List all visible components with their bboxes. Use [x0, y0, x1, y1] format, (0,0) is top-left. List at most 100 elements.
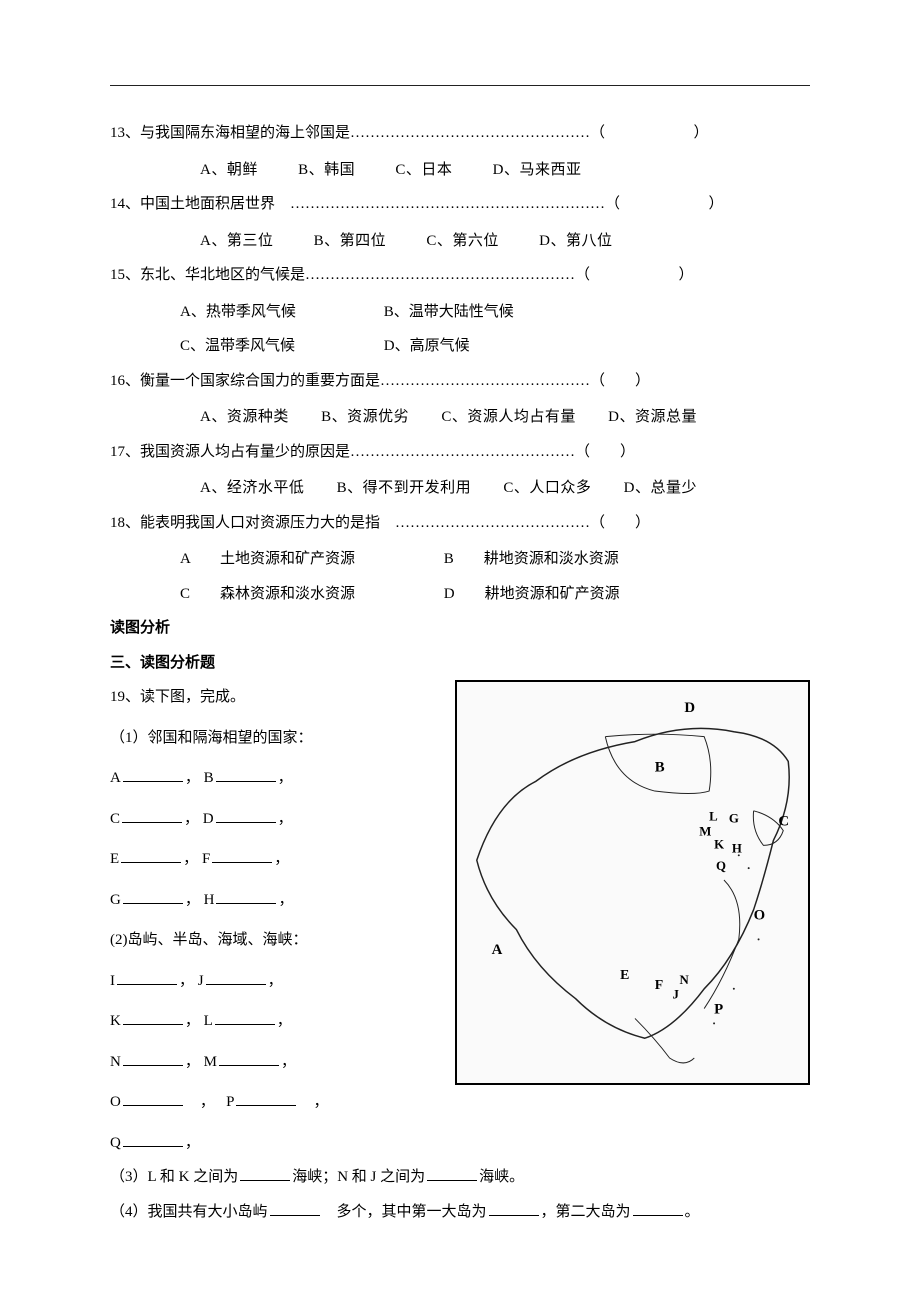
map-label-m: M — [699, 825, 711, 839]
blank-q — [123, 1129, 183, 1147]
q19-part4-c: ，第二大岛为 — [541, 1204, 631, 1220]
blank-m — [219, 1048, 279, 1066]
q17-opt-d: D、总量少 — [624, 471, 697, 506]
q17-opt-c: C、人口众多 — [503, 471, 591, 506]
q13-opt-c: C、日本 — [395, 153, 452, 188]
map-label-j: J — [673, 988, 680, 1002]
q19-line-ab: A， B， — [110, 761, 430, 796]
q19-part3-end: 海峡。 — [479, 1169, 524, 1185]
map-label-k: K — [714, 837, 724, 851]
q15-opt-d: D、高原气候 — [384, 329, 584, 364]
map-label-l: L — [709, 810, 718, 824]
comma: ， — [185, 1054, 200, 1070]
q15-options-row2: C、温带季风气候 D、高原气候 — [110, 329, 810, 364]
q19-line-op: O ， P ， — [110, 1085, 430, 1120]
q16-opt-a: A、资源种类 — [200, 400, 289, 435]
q15-paren: ） — [679, 267, 694, 283]
q19-part3-mid: 海峡；N 和 J 之间为 — [292, 1169, 425, 1185]
map-outline — [477, 728, 789, 1038]
label-a: A — [110, 770, 121, 786]
q19-part1-label: （1）邻国和隔海相望的国家： — [110, 721, 430, 756]
q18-stem: 18、能表明我国人口对资源压力大的是指 …………………………………（ ） — [110, 506, 810, 541]
q14-opt-b: B、第四位 — [314, 224, 387, 259]
q15-stem: 15、东北、华北地区的气候是………………………………………………（ ） — [110, 258, 810, 293]
q17-options: A、经济水平低 B、得不到开发利用 C、人口众多 D、总量少 — [110, 471, 810, 506]
comma: ， — [185, 1135, 200, 1151]
q19-part4-b: 多个，其中第一大岛为 — [322, 1204, 487, 1220]
map-label-f: F — [655, 977, 663, 992]
label-h: H — [204, 892, 215, 908]
comma: ， — [278, 892, 293, 908]
map-label-b: B — [655, 759, 665, 775]
blank-o — [123, 1089, 183, 1107]
comma: ， — [185, 770, 200, 786]
blank-n — [123, 1048, 183, 1066]
q14-paren: ） — [709, 196, 724, 212]
blank-f — [212, 846, 272, 864]
blank-h — [216, 886, 276, 904]
q19-part4: （4）我国共有大小岛屿 多个，其中第一大岛为 ，第二大岛为 。 — [110, 1195, 810, 1230]
q18-options-row1: A 土地资源和矿产资源 B 耕地资源和淡水资源 — [110, 542, 810, 577]
document-page: 13、与我国隔东海相望的海上邻国是…………………………………………（ ） A、朝… — [0, 0, 920, 1302]
q15-stem-text: 15、东北、华北地区的气候是………………………………………………（ — [110, 267, 590, 283]
q18-options-row2: C 森林资源和淡水资源 D 耕地资源和矿产资源 — [110, 577, 810, 612]
blank-island2 — [633, 1198, 683, 1216]
q15-paren-end — [594, 267, 675, 283]
q19-intro: 19、读下图，完成。 — [110, 680, 430, 715]
q17-opt-b: B、得不到开发利用 — [337, 471, 472, 506]
q19-part4-end: 。 — [685, 1204, 700, 1220]
comma: ， — [268, 973, 283, 989]
q19-part4-a: （4）我国共有大小岛屿 — [110, 1204, 268, 1220]
q17-stem: 17、我国资源人均占有量少的原因是………………………………………（ ） — [110, 435, 810, 470]
label-p: P — [226, 1094, 234, 1110]
q14-paren-end — [624, 196, 705, 212]
q19-line-cd: C， D， — [110, 802, 430, 837]
label-o: O — [110, 1094, 121, 1110]
label-i: I — [110, 973, 115, 989]
comma: ， — [183, 851, 198, 867]
q14-stem: 14、中国土地面积居世界 ………………………………………………………（ ） — [110, 187, 810, 222]
q19-line-ij: I， J， — [110, 964, 430, 999]
q15-opt-c: C、温带季风气候 — [180, 329, 380, 364]
blank-islands-count — [270, 1198, 320, 1216]
blank-g — [123, 886, 183, 904]
label-e: E — [110, 851, 119, 867]
label-n: N — [110, 1054, 121, 1070]
comma: ， — [278, 811, 293, 827]
q13-stem-text: 13、与我国隔东海相望的海上邻国是…………………………………………（ — [110, 125, 605, 141]
q19-line-gh: G， H， — [110, 883, 430, 918]
blank-i — [117, 967, 177, 985]
read-map-header: 读图分析 — [110, 611, 810, 646]
comma: ， — [184, 811, 199, 827]
q13-paren: ） — [694, 125, 709, 141]
label-j: J — [198, 973, 204, 989]
comma: ， — [274, 851, 289, 867]
map-label-e: E — [620, 967, 629, 982]
comma: ， — [185, 892, 200, 908]
blank-a — [123, 765, 183, 783]
label-c: C — [110, 811, 120, 827]
q16-opt-d: D、资源总量 — [608, 400, 697, 435]
q15-opt-b: B、温带大陆性气候 — [384, 295, 584, 330]
comma: ， — [179, 973, 194, 989]
q14-options: A、第三位 B、第四位 C、第六位 D、第八位 — [110, 224, 810, 259]
label-l: L — [204, 1013, 213, 1029]
q14-opt-d: D、第八位 — [539, 224, 612, 259]
q16-stem: 16、衡量一个国家综合国力的重要方面是……………………………………（ ） — [110, 364, 810, 399]
blank-c — [122, 805, 182, 823]
label-q: Q — [110, 1135, 121, 1151]
blank-lk — [240, 1164, 290, 1182]
blank-j — [206, 967, 266, 985]
blank-island1 — [489, 1198, 539, 1216]
comma: ， — [278, 770, 293, 786]
q16-opt-c: C、资源人均占有量 — [441, 400, 576, 435]
q13-opt-d: D、马来西亚 — [493, 153, 582, 188]
map-svg: D B C L G M K H Q O A E F N J P — [457, 682, 808, 1083]
map-coast-2 — [635, 1018, 694, 1062]
q13-opt-a: A、朝鲜 — [200, 153, 258, 188]
q14-opt-c: C、第六位 — [426, 224, 499, 259]
q17-opt-a: A、经济水平低 — [200, 471, 304, 506]
map-label-a: A — [492, 942, 503, 958]
blank-d — [216, 805, 276, 823]
q16-options: A、资源种类 B、资源优劣 C、资源人均占有量 D、资源总量 — [110, 400, 810, 435]
